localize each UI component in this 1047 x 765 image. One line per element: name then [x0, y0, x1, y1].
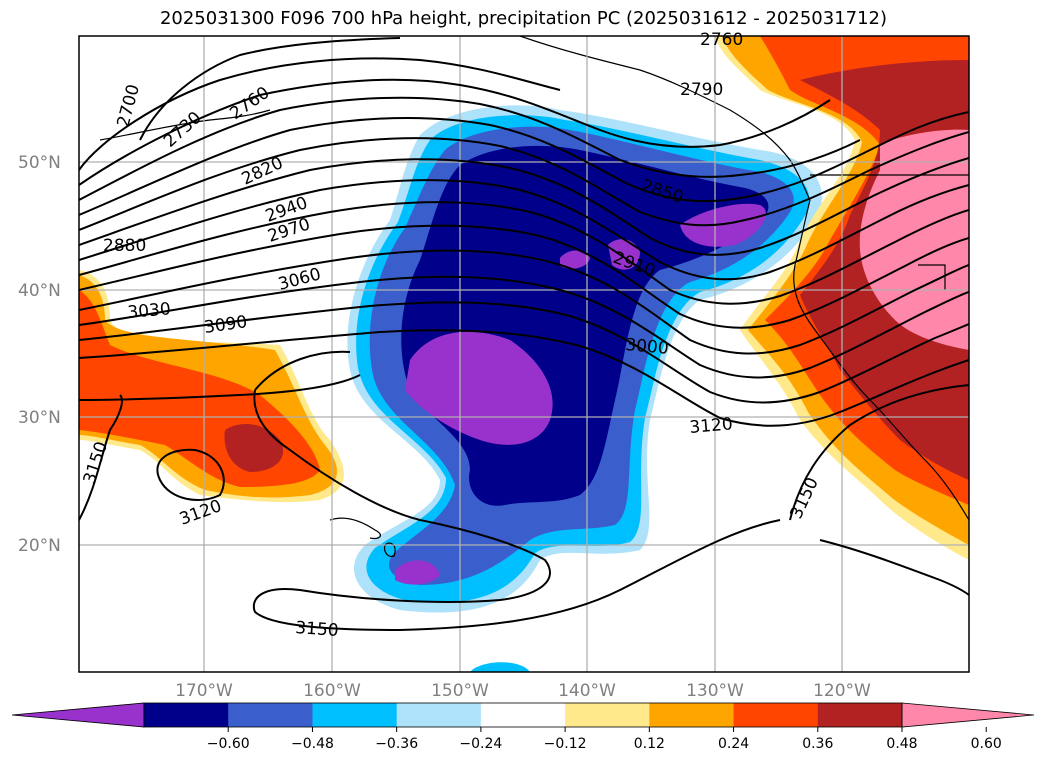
colorbar-segment: [733, 703, 819, 727]
colorbar-tick-label: −0.60: [207, 736, 250, 752]
colorbar-tick-label: 0.48: [886, 736, 917, 752]
contour-label: 3000: [625, 335, 670, 359]
shade-purple-4: [560, 250, 590, 269]
contour-label: 2790: [680, 80, 723, 100]
colorbar: −0.60 −0.48 −0.36 −0.24 −0.12 0.12 0.24 0.36 0.4…: [11, 702, 1035, 752]
lon-label: 140°W: [558, 681, 616, 701]
colorbar-extend-high: [901, 702, 1035, 728]
contour-label: 3120: [689, 414, 734, 438]
contour-label: 2760: [700, 30, 743, 50]
colorbar-tick-label: 0.60: [971, 736, 1002, 752]
lon-label: 150°W: [431, 681, 489, 701]
contour-label: 3150: [295, 618, 340, 641]
colorbar-tick-label: −0.36: [375, 736, 418, 752]
colorbar-tick-label: −0.12: [544, 736, 587, 752]
colorbar-segment: [396, 703, 482, 727]
shade-purple-2: [680, 203, 766, 247]
colorbar-tick-label: 0.36: [802, 736, 833, 752]
colorbar-segment: [144, 703, 229, 727]
colorbar-tick-label: −0.48: [291, 736, 334, 752]
contour-label: 3030: [127, 299, 172, 323]
shade-light-blue-bottom: [470, 662, 530, 672]
colorbar-tick-label: 0.24: [718, 736, 749, 752]
lon-label: 120°W: [813, 681, 871, 701]
colorbar-tick-label: −0.24: [459, 736, 502, 752]
lon-label: 160°W: [303, 681, 361, 701]
lat-label: 40°N: [18, 281, 61, 301]
colorbar-segment: [480, 703, 566, 727]
map-title: 2025031300 F096 700 hPa height, precipit…: [159, 8, 888, 29]
lon-label: 170°W: [175, 681, 233, 701]
contour-label: 2880: [103, 236, 146, 256]
colorbar-extend-low: [11, 702, 145, 728]
graticule: [79, 36, 969, 672]
shade-pink-east: [859, 129, 969, 350]
colorbar-tick-label: 0.12: [634, 736, 665, 752]
lat-label: 20°N: [18, 536, 61, 556]
longitude-labels: 170°W 160°W 150°W 140°W 130°W 120°W: [175, 681, 871, 701]
colorbar-segment: [649, 703, 735, 727]
shade-firebrick-west: [224, 424, 284, 472]
colorbar-segment: [817, 703, 903, 727]
height-contours: [79, 37, 969, 632]
lat-label: 30°N: [18, 408, 61, 428]
latitude-labels: 50°N 40°N 30°N 20°N: [18, 153, 61, 556]
colorbar-segment: [312, 703, 398, 727]
lat-label: 50°N: [18, 153, 61, 173]
colorbar-segment: [565, 703, 650, 727]
shade-purple-5: [395, 560, 440, 585]
map-frame: [78, 35, 970, 673]
colorbar-segment: [228, 703, 313, 727]
lon-label: 130°W: [686, 681, 744, 701]
colorbar-border: [143, 702, 903, 728]
